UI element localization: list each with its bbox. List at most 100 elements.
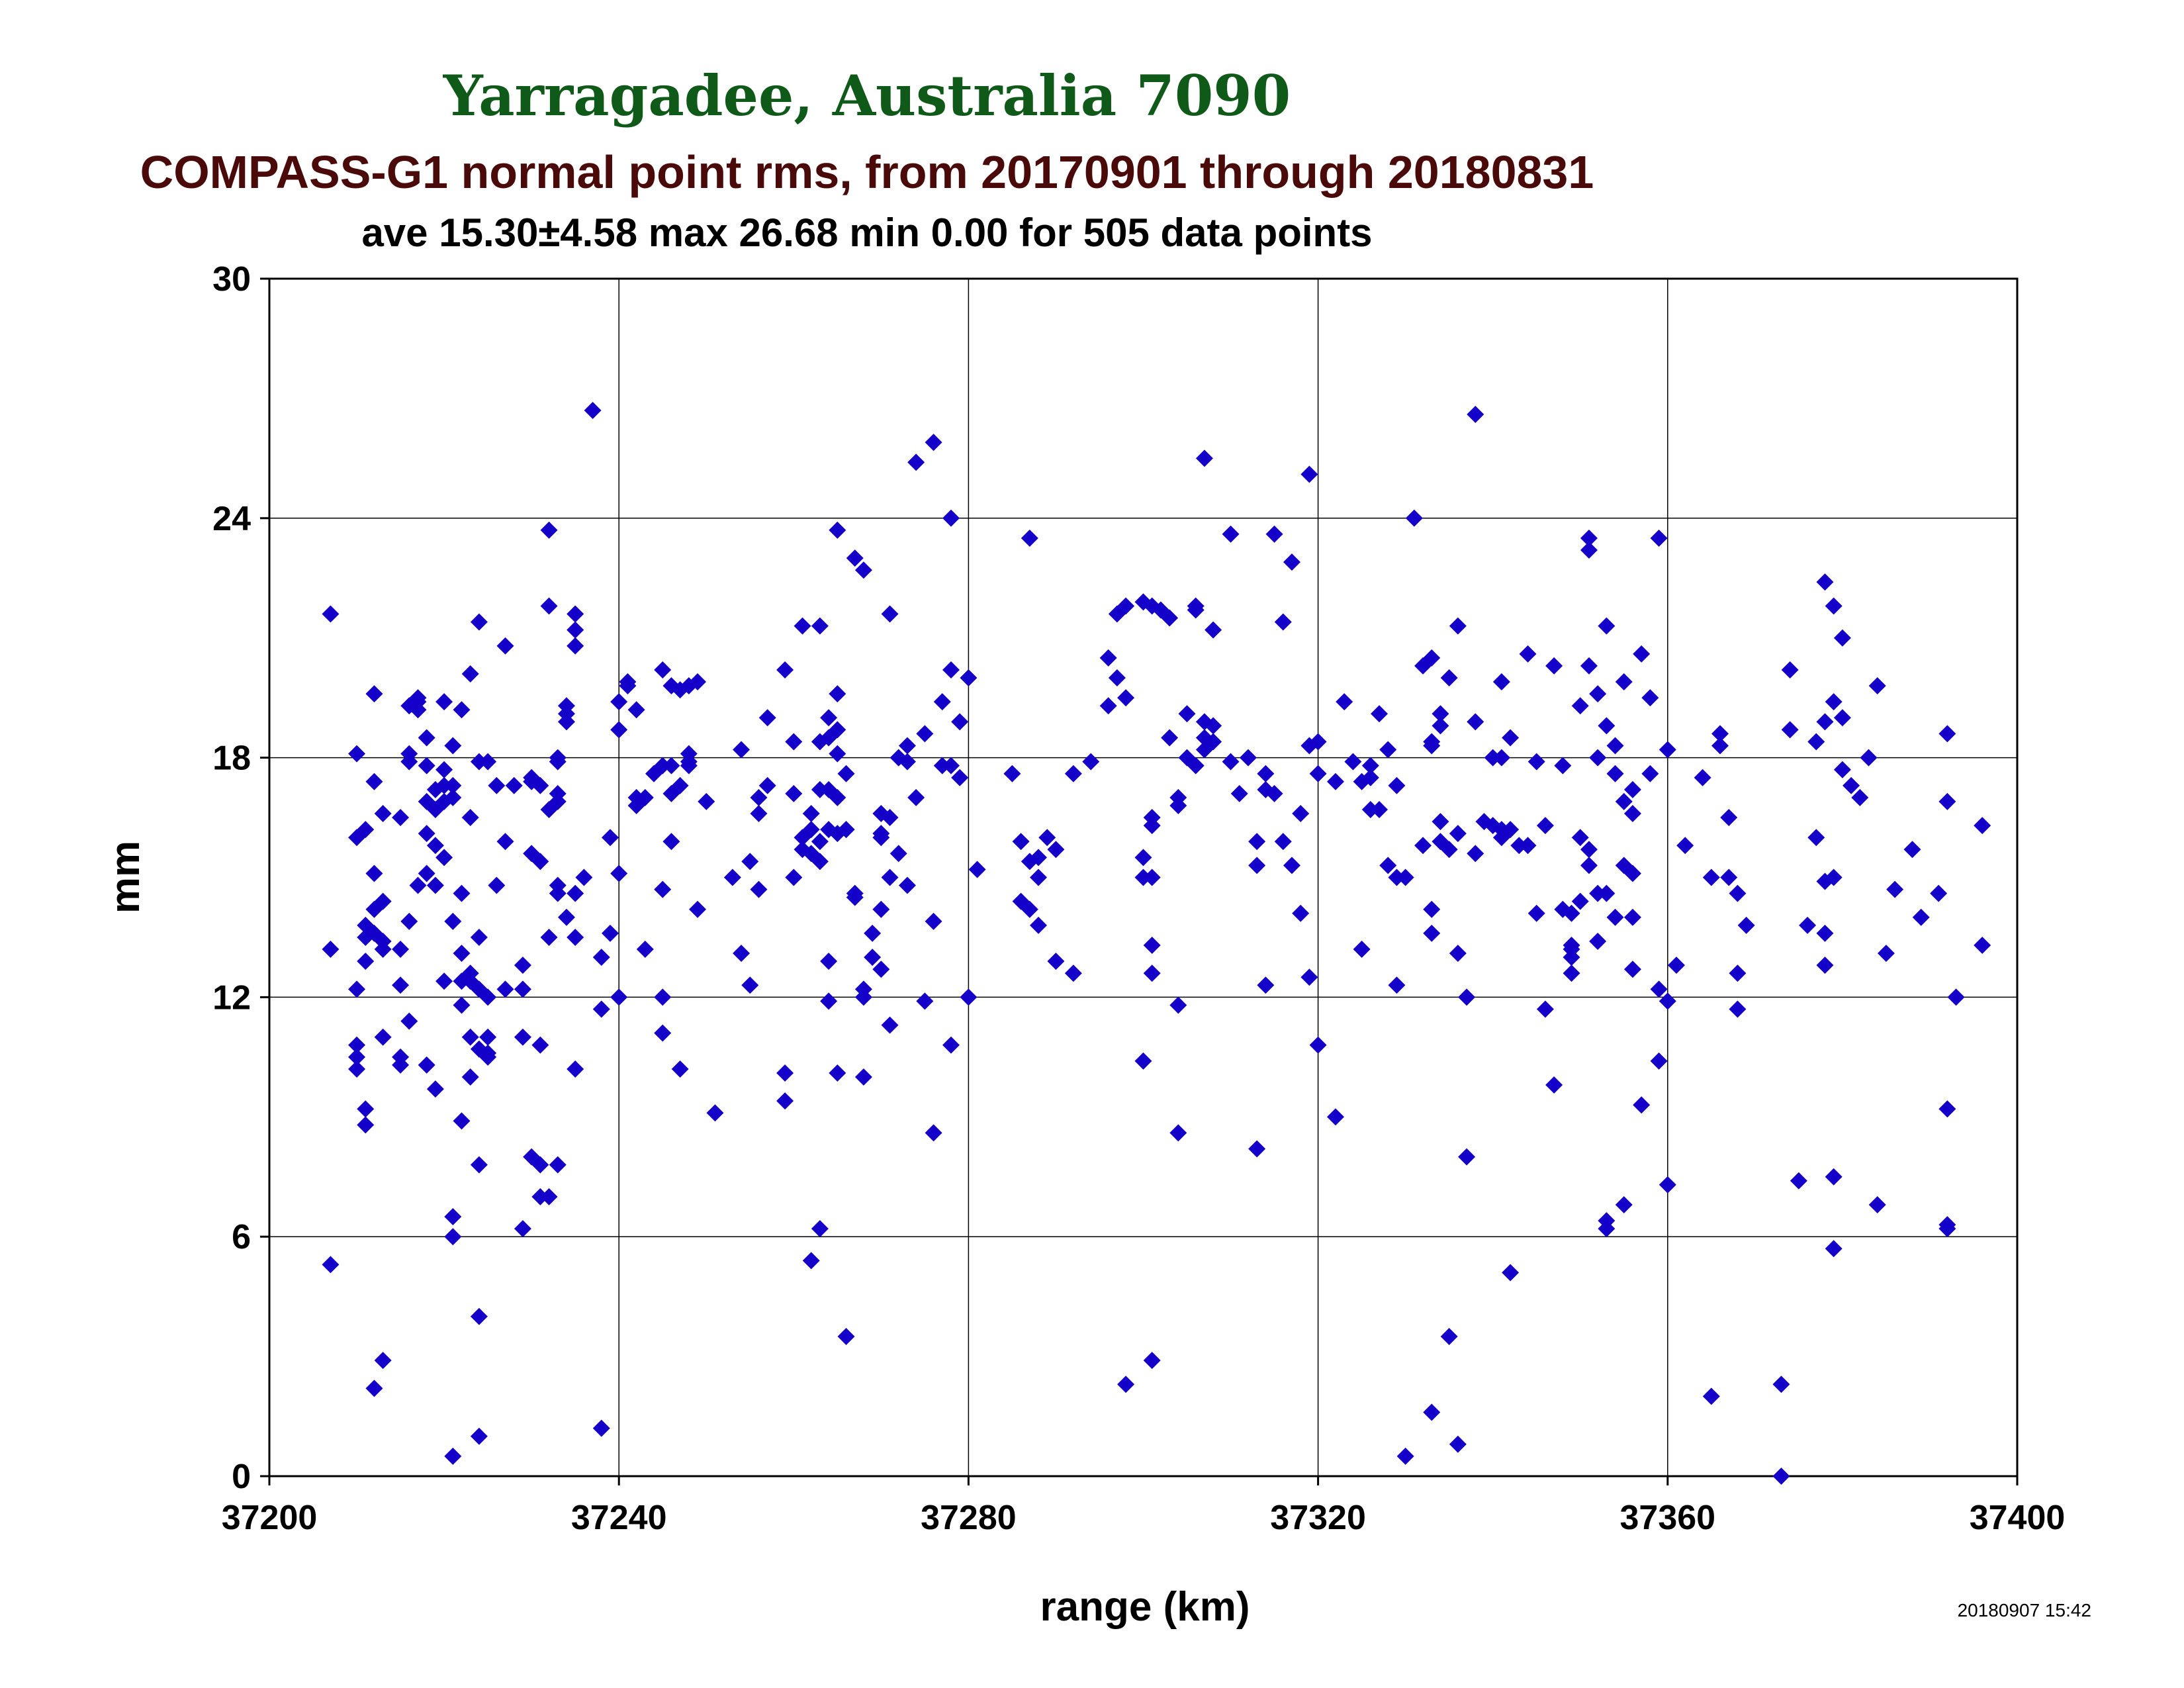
data-point [1606, 908, 1624, 926]
data-point [1440, 1327, 1458, 1345]
data-point [1257, 765, 1275, 782]
data-point [1650, 980, 1668, 998]
data-point [1650, 1052, 1668, 1070]
data-point [1492, 673, 1510, 691]
data-point [1161, 729, 1179, 747]
data-point [348, 745, 366, 763]
data-point [811, 617, 829, 635]
data-point [409, 876, 427, 894]
data-point [1606, 765, 1624, 782]
data-point [1668, 957, 1686, 974]
data-point [1440, 669, 1458, 686]
y-tick-label: 6 [232, 1218, 251, 1256]
data-point [1641, 765, 1659, 782]
data-point [881, 605, 899, 623]
data-point [898, 753, 916, 771]
data-point [479, 1044, 497, 1062]
data-point [1633, 645, 1651, 663]
plot-frame [268, 277, 2019, 1477]
data-point [444, 737, 462, 755]
data-point [1711, 737, 1729, 755]
data-point [322, 941, 340, 959]
data-point [776, 1064, 794, 1082]
data-point [540, 521, 558, 539]
data-point [811, 853, 829, 870]
data-point [837, 1327, 855, 1345]
data-point [750, 805, 768, 823]
data-point [479, 1028, 497, 1046]
data-point [444, 1208, 462, 1226]
data-point [1833, 629, 1851, 647]
data-point [689, 900, 707, 918]
data-point [444, 1228, 462, 1246]
data-point [461, 809, 479, 827]
data-point [374, 805, 392, 823]
data-point [1833, 709, 1851, 727]
data-point [1563, 964, 1580, 982]
data-point [1030, 916, 1048, 934]
data-point [881, 809, 899, 827]
data-point [514, 957, 531, 974]
y-tick-label: 0 [232, 1458, 251, 1496]
data-point [470, 1156, 488, 1174]
data-point [1598, 1220, 1615, 1238]
data-point [435, 693, 453, 711]
data-point [1571, 892, 1589, 910]
data-point [1222, 525, 1240, 543]
data-point [1816, 957, 1834, 974]
data-point [654, 1024, 672, 1042]
data-point [1396, 868, 1414, 886]
data-point [1396, 1447, 1414, 1465]
data-point [1205, 621, 1222, 639]
data-point [549, 753, 567, 771]
data-point [916, 992, 934, 1010]
data-point [794, 617, 811, 635]
data-point [1361, 769, 1379, 786]
data-point [1938, 725, 1956, 743]
data-point [348, 980, 366, 998]
data-point [811, 1220, 829, 1238]
data-point [488, 876, 506, 894]
data-point [925, 1124, 942, 1142]
data-point [322, 605, 340, 623]
x-tick-label: 37320 [1270, 1499, 1366, 1537]
data-point [1502, 729, 1520, 747]
data-point [1623, 865, 1641, 882]
data-point [785, 733, 803, 751]
data-point [706, 1104, 724, 1122]
data-point [776, 1092, 794, 1110]
data-point [1659, 1176, 1676, 1194]
data-point [557, 908, 575, 926]
data-point [1580, 529, 1598, 547]
data-point [671, 776, 689, 794]
data-point [1816, 573, 1834, 591]
data-point [837, 821, 855, 839]
data-point [461, 665, 479, 682]
data-point [741, 853, 759, 870]
data-point [357, 821, 375, 839]
data-point [636, 788, 654, 806]
data-point [1405, 509, 1423, 527]
data-point [444, 776, 462, 794]
data-point [654, 757, 672, 774]
data-point [1134, 849, 1152, 867]
data-point [829, 721, 846, 739]
data-point [1021, 529, 1038, 547]
data-point [365, 1380, 383, 1397]
y-axis-label: mm [103, 841, 148, 914]
data-point [1571, 829, 1589, 847]
data-point [1938, 1220, 1956, 1238]
data-point [1659, 741, 1676, 759]
data-point [1851, 788, 1869, 806]
data-point [1353, 941, 1371, 959]
data-point [1064, 765, 1082, 782]
data-point [1449, 617, 1467, 635]
data-point [567, 928, 584, 946]
data-point [584, 401, 602, 419]
data-point [1536, 1000, 1554, 1018]
data-point [1615, 673, 1633, 691]
x-tick-label: 37200 [222, 1499, 318, 1537]
data-point [1598, 717, 1615, 735]
data-point [1230, 784, 1248, 802]
data-point [1659, 992, 1676, 1010]
